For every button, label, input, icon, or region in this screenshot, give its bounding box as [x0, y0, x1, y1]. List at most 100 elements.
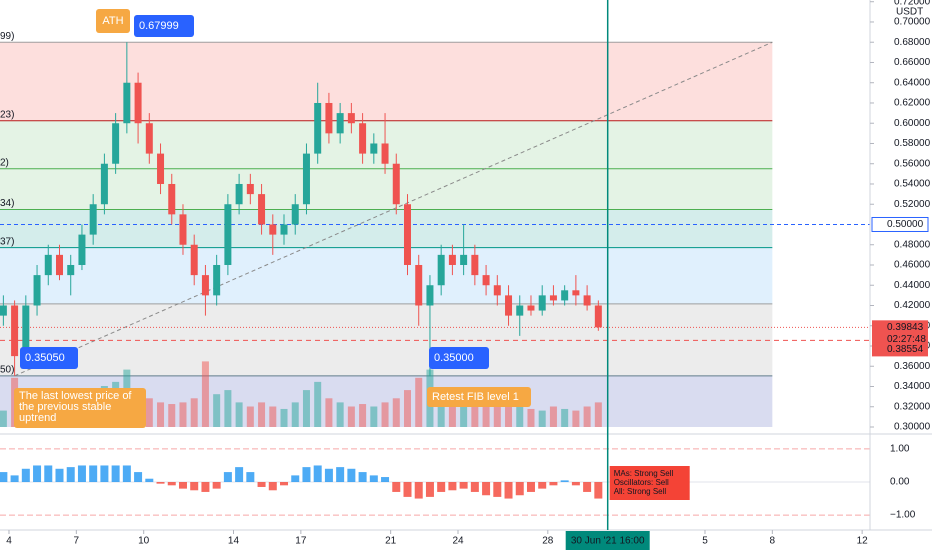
cursor-tag [565, 531, 650, 550]
candle-body [359, 123, 367, 154]
volume-bar [347, 406, 355, 427]
volume-bar [246, 406, 254, 427]
ath-price: 0.67999 [134, 15, 194, 37]
osc-bar [235, 467, 244, 483]
volume-bar [403, 390, 411, 427]
volume-bar [493, 406, 501, 427]
volume-bar [179, 402, 187, 427]
y-tick-label: 0.60000 [894, 118, 931, 129]
volume-bar [381, 402, 389, 427]
volume-bar [168, 404, 176, 427]
fib-band [0, 42, 773, 121]
candle-body [426, 285, 434, 306]
fib-label: 34) [0, 198, 14, 209]
fib-label: 23) [0, 109, 14, 120]
volume-bar [549, 406, 557, 427]
candle-body [258, 194, 266, 225]
osc-bar [44, 465, 53, 483]
y-tick-label: 0.64000 [894, 77, 931, 88]
x-tick-label: 24 [452, 536, 464, 547]
osc-bar [347, 468, 356, 483]
candle-body [403, 204, 411, 265]
osc-bar [414, 482, 423, 499]
candle-body [112, 123, 120, 164]
y-tick-label: 0.54000 [894, 179, 931, 190]
candle-body [78, 234, 86, 265]
volume-bar [448, 402, 456, 427]
y-tick-label: 0.32000 [894, 401, 931, 412]
candle-body [516, 305, 524, 316]
y-tick-label: 0.30000 [894, 422, 931, 433]
candle-body [246, 183, 254, 195]
osc-tick-label: 0.00 [890, 477, 910, 488]
candle-body [11, 305, 19, 357]
y-tick-label: 0.70000 [894, 17, 931, 28]
signal-line: Oscillators: Sell [614, 478, 669, 487]
candle-body [145, 123, 153, 154]
osc-bar [493, 482, 502, 497]
osc-bar [268, 482, 277, 491]
osc-bar [369, 475, 378, 483]
candle-body [33, 275, 41, 306]
candle-body [190, 244, 198, 276]
price-line-tag [872, 342, 928, 357]
y-tick-label: 0.56000 [894, 158, 931, 169]
fib-band [0, 247, 773, 304]
volume-bar [437, 394, 445, 427]
volume-bar [190, 398, 198, 427]
low-price: 0.35050 [20, 347, 78, 369]
y-tick-label: 0.42000 [894, 300, 931, 311]
candle-body [572, 290, 580, 296]
y-tick-label: 0.66000 [894, 57, 931, 68]
y-tick-label: 0.52000 [894, 199, 931, 210]
y-tick-label: 0.46000 [894, 260, 931, 271]
candle-body [347, 113, 355, 124]
osc-bar [66, 467, 75, 483]
volume-bar [594, 402, 602, 427]
fib-label: 37) [0, 236, 14, 247]
trend-line [14, 41, 773, 377]
candle-body [89, 204, 97, 235]
volume-bar [157, 402, 165, 427]
cursor-label: 30 Jun '21 16:00 [571, 536, 645, 547]
volume-bar [370, 406, 378, 427]
y-tick-label: 0.44000 [894, 280, 931, 291]
volume-bar [572, 410, 580, 427]
osc-bar [336, 467, 345, 483]
alert-tag [871, 216, 929, 232]
volume-bar [392, 398, 400, 427]
volume-bar [280, 408, 288, 427]
candle-body [0, 305, 7, 316]
osc-bar [470, 482, 479, 492]
osc-bar [122, 465, 131, 483]
osc-bar [55, 468, 64, 483]
osc-bar [0, 472, 8, 483]
fib-band [0, 168, 773, 210]
candle-body [44, 254, 52, 276]
volume-bar [471, 402, 479, 427]
fib-label: 2) [0, 157, 9, 168]
signal-box [609, 466, 690, 500]
candle-body [538, 295, 546, 311]
volume-bar [505, 402, 513, 427]
candle-body [415, 264, 423, 306]
osc-bar [425, 482, 434, 497]
candle-body [594, 305, 602, 328]
osc-bar [313, 465, 322, 483]
candle-body [471, 254, 479, 276]
candle-body [336, 113, 344, 134]
osc-bar [190, 482, 199, 491]
candle-body [392, 163, 400, 205]
osc-bar [223, 472, 232, 483]
x-tick-label: 12 [857, 536, 869, 547]
x-tick-label: 5 [702, 536, 708, 547]
candle-body [325, 102, 333, 134]
candle-body [482, 275, 490, 286]
price-pane: 99) 23) 2) 34) 37) 50) [0, 31, 870, 427]
y-tick-label: 0.72000 [894, 0, 931, 7]
signal-line: MAs: Strong Sell [614, 469, 674, 478]
osc-bar [392, 482, 401, 492]
osc-bar [302, 467, 311, 483]
